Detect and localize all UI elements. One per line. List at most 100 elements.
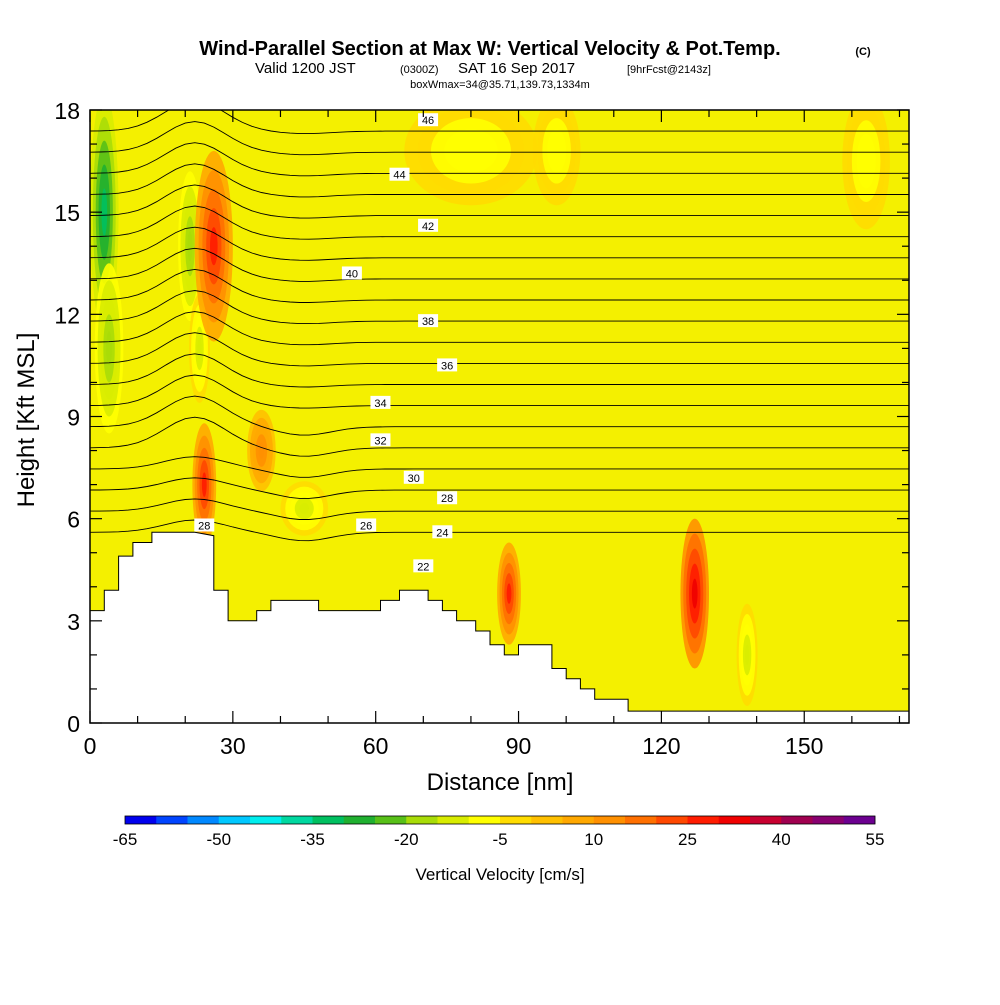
contour-label-bg bbox=[389, 167, 410, 181]
velocity-cell bbox=[247, 409, 276, 492]
x-tick-label: 30 bbox=[220, 733, 246, 759]
y-tick-label: 15 bbox=[54, 200, 80, 226]
theta-line bbox=[90, 395, 909, 436]
colorbar-tick-label: 10 bbox=[584, 830, 603, 849]
velocity-cell bbox=[680, 518, 710, 669]
velocity-cell-ring bbox=[201, 472, 207, 497]
subtitle-zulu: (0300Z) bbox=[400, 64, 439, 76]
velocity-cell-ring bbox=[209, 227, 218, 266]
colorbar-swatch bbox=[687, 816, 720, 824]
colorbar-tick-label: -20 bbox=[394, 830, 419, 849]
contour-label: 22 bbox=[413, 559, 434, 573]
colorbar-swatch bbox=[281, 816, 313, 824]
colorbar-swatch bbox=[343, 816, 376, 824]
y-tick-label: 12 bbox=[54, 302, 80, 328]
contour-label: 34 bbox=[370, 395, 391, 410]
subtitle-valid: Valid 1200 JST bbox=[255, 60, 356, 77]
velocity-cell-ring bbox=[457, 139, 485, 162]
velocity-cell-ring bbox=[691, 578, 698, 609]
colorbar-swatch bbox=[562, 816, 595, 824]
contour-label-text: 28 bbox=[198, 520, 210, 532]
contour-label-text: 28 bbox=[441, 493, 453, 505]
contour-label-bg bbox=[418, 314, 439, 328]
contour-label: 24 bbox=[432, 525, 453, 539]
theta-line bbox=[90, 290, 909, 325]
velocity-field bbox=[90, 110, 909, 723]
colorbar-swatch bbox=[500, 816, 532, 824]
x-tick-label: 90 bbox=[506, 733, 532, 759]
contour-label-bg bbox=[437, 358, 458, 372]
velocity-cell bbox=[842, 110, 890, 230]
contour-label-bg bbox=[370, 433, 391, 447]
velocity-cell-ring bbox=[197, 337, 202, 360]
colorbar-swatch bbox=[250, 816, 282, 824]
velocity-cell-ring bbox=[187, 231, 193, 262]
x-tick-label: 120 bbox=[642, 733, 680, 759]
y-tick-label: 3 bbox=[67, 609, 80, 635]
contour-label: 36 bbox=[437, 358, 458, 372]
y-tick-label: 0 bbox=[67, 711, 80, 737]
contour-label-text: 38 bbox=[422, 316, 434, 328]
theta-line bbox=[90, 311, 909, 346]
colorbar-tick-label: -5 bbox=[492, 830, 507, 849]
theta-line bbox=[90, 268, 909, 303]
x-tick-label: 0 bbox=[84, 733, 97, 759]
colorbar-swatch bbox=[156, 816, 188, 824]
contour-label-bg bbox=[418, 218, 439, 232]
colorbar-label: Vertical Velocity [cm/s] bbox=[415, 865, 584, 884]
contour-label-text: 46 bbox=[422, 115, 434, 127]
contour-label-bg bbox=[356, 518, 377, 532]
theta-line bbox=[90, 163, 909, 198]
colorbar-swatch bbox=[812, 816, 845, 824]
velocity-cell-ring bbox=[106, 331, 112, 366]
theta-line bbox=[90, 142, 909, 177]
theta-line bbox=[90, 226, 909, 261]
colorbar-tick-label: -50 bbox=[206, 830, 231, 849]
chart-subtitle: Valid 1200 JST (0300Z) SAT 16 Sep 2017 [… bbox=[255, 60, 711, 77]
colorbar-tick-label: 25 bbox=[678, 830, 697, 849]
colorbar-swatch bbox=[656, 816, 688, 824]
subtitle-fcst: [9hrFcst@2143z] bbox=[627, 64, 711, 76]
contour-label: 40 bbox=[341, 266, 362, 280]
contour-label-text: 32 bbox=[374, 435, 386, 447]
chart-subtitle2: boxWmax=34@35.71,139.73,1334m bbox=[410, 79, 590, 91]
contour-label-text: 42 bbox=[422, 221, 434, 233]
contour-label-text: 30 bbox=[408, 473, 420, 485]
colorbar-swatch bbox=[625, 816, 657, 824]
colorbar-swatch bbox=[718, 816, 751, 824]
velocity-cell bbox=[532, 110, 581, 206]
contour-label-text: 22 bbox=[417, 561, 429, 573]
colorbar-tick-label: -35 bbox=[300, 830, 325, 849]
colorbar-swatch bbox=[781, 816, 813, 824]
contour-label-bg bbox=[413, 559, 434, 573]
contour-label-bg bbox=[403, 470, 424, 484]
theta-line bbox=[90, 247, 909, 282]
chart-title-mark: (C) bbox=[855, 46, 871, 58]
velocity-cell bbox=[194, 150, 233, 342]
colorbar-frame bbox=[124, 815, 876, 825]
colorbar-swatch bbox=[593, 816, 626, 824]
contour-label: 28 bbox=[437, 491, 458, 505]
colorbar-tick-label: 55 bbox=[866, 830, 885, 849]
colorbar-swatch bbox=[312, 816, 345, 824]
theta-line bbox=[90, 519, 909, 542]
velocity-cell bbox=[94, 263, 124, 434]
colorbar-swatch bbox=[218, 816, 251, 824]
velocity-cell-ring bbox=[258, 442, 265, 459]
colorbar-tick-label: 40 bbox=[772, 830, 791, 849]
contour-label: 32 bbox=[370, 433, 391, 447]
velocity-cell-ring bbox=[551, 139, 562, 162]
theta-contours bbox=[90, 110, 909, 542]
theta-line bbox=[90, 477, 909, 499]
x-tick-label: 60 bbox=[363, 733, 389, 759]
y-tick-label: 6 bbox=[67, 507, 80, 533]
velocity-cell bbox=[736, 603, 758, 706]
contour-label-text: 24 bbox=[436, 527, 448, 539]
colorbar: -65 -50 -35 -20 -5 10 25 40 55 bbox=[113, 815, 885, 849]
colorbar-swatch bbox=[375, 816, 407, 824]
colorbar-swatch bbox=[468, 816, 501, 824]
velocity-cell bbox=[280, 481, 329, 536]
contour-label-bg bbox=[437, 491, 458, 505]
colorbar-swatch bbox=[187, 816, 220, 824]
